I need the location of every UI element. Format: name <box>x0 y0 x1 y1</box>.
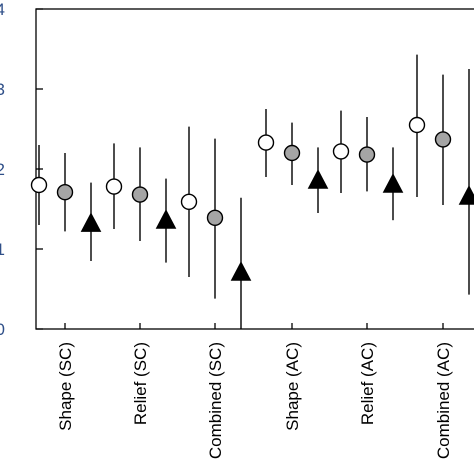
data-point-open-circle <box>105 178 123 195</box>
data-point-grey-circle <box>358 146 376 163</box>
data-point-triangle <box>307 169 329 189</box>
x-axis-ticks: Shape (SC) Relief (SC) Combined (SC) Shape … <box>56 323 453 459</box>
x-tick-label: Relief (SC) <box>131 342 150 425</box>
data-point-triangle <box>230 261 252 281</box>
x-tick-label: Combined (SC) <box>206 342 225 459</box>
data-point-open-circle <box>408 116 426 134</box>
y-axis-ticks: 0 1 2 3 4 <box>0 0 43 339</box>
y-tick-label: 1 <box>0 240 5 259</box>
y-tick-label: 0 <box>0 320 5 339</box>
data-point-grey-circle <box>434 131 452 148</box>
x-tick-label: Shape (SC) <box>56 342 75 431</box>
data-point-triangle <box>155 209 177 229</box>
data-point-grey-circle <box>56 183 74 201</box>
y-tick-label: 4 <box>0 0 5 19</box>
data-point-grey-circle <box>206 209 224 227</box>
data-point-open-circle <box>332 143 350 160</box>
data-point-triangle <box>458 185 474 205</box>
x-tick-label: Shape (AC) <box>283 342 302 431</box>
y-tick-label: 2 <box>0 160 5 179</box>
axes <box>35 8 474 330</box>
x-tick-label: Relief (AC) <box>358 342 377 425</box>
data-point-triangle <box>80 212 102 232</box>
data-point-triangle <box>382 173 404 193</box>
data-point-open-circle <box>180 193 198 211</box>
y-tick-label: 3 <box>0 80 5 99</box>
data-point-open-circle <box>30 176 48 194</box>
data-point-grey-circle <box>283 144 301 162</box>
plot-frame <box>35 8 474 330</box>
data-marks <box>30 54 474 329</box>
data-point-open-circle <box>257 134 275 151</box>
x-tick-label: Combined (AC) <box>434 342 453 459</box>
data-point-grey-circle <box>131 186 149 203</box>
